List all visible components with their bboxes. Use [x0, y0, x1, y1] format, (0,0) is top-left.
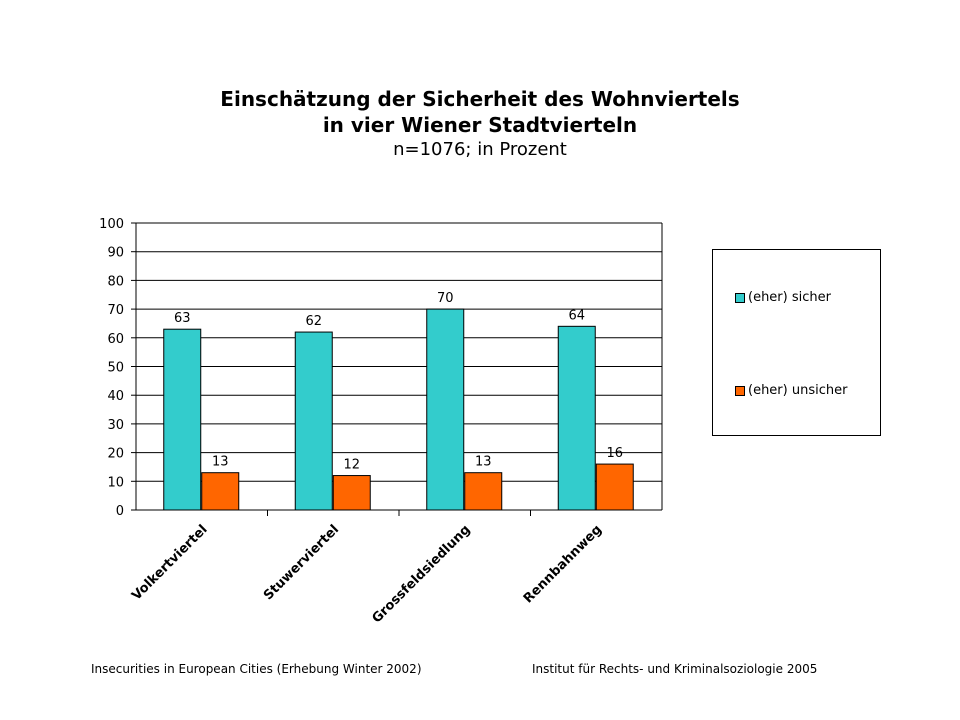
data-label: 62	[305, 314, 322, 329]
legend-label-unsicher: (eher) unsicher	[748, 383, 848, 398]
data-label: 63	[174, 311, 191, 326]
y-tick-label: 10	[107, 475, 124, 490]
bar	[201, 472, 240, 511]
y-tick-label: 40	[107, 389, 124, 404]
bar	[294, 331, 333, 511]
y-tick-label: 90	[107, 246, 124, 261]
chart-title-line2: in vier Wiener Stadtvierteln	[322, 113, 638, 137]
legend-swatch-sicher	[735, 292, 745, 303]
chart-subtitle: n=1076; in Prozent	[393, 139, 567, 160]
data-label: 16	[606, 446, 623, 461]
bar	[595, 463, 634, 511]
category-label: Volkertviertel	[129, 522, 210, 603]
legend-item-sicher: (eher) sicher	[735, 290, 831, 305]
chart-title-line1: Einschätzung der Sicherheit des Wohnvier…	[220, 87, 740, 111]
y-tick-label: 20	[107, 447, 124, 462]
y-tick-label: 100	[99, 217, 124, 232]
y-tick-label: 60	[107, 332, 124, 347]
data-label: 64	[568, 308, 585, 323]
bar	[332, 475, 371, 511]
legend-label-sicher: (eher) sicher	[748, 290, 831, 305]
y-tick-label: 70	[107, 303, 124, 318]
y-tick-label: 50	[107, 361, 124, 376]
data-label: 12	[343, 458, 360, 473]
legend-swatch-unsicher	[735, 385, 745, 396]
chart-title-block: Einschätzung der Sicherheit des Wohnvier…	[0, 86, 960, 162]
y-tick-label: 80	[107, 274, 124, 289]
y-tick-label: 30	[107, 418, 124, 433]
legend-item-unsicher: (eher) unsicher	[735, 383, 847, 398]
bar	[426, 308, 465, 511]
category-label: Grossfeldsiedlung	[369, 522, 473, 626]
footer-institute: Institut für Rechts- und Kriminalsoziolo…	[532, 662, 818, 676]
data-label: 70	[437, 291, 454, 306]
chart-legend: (eher) sicher (eher) unsicher	[712, 249, 881, 436]
bar	[557, 325, 596, 511]
data-label: 13	[475, 455, 492, 470]
bar	[163, 328, 202, 511]
footer-source: Insecurities in European Cities (Erhebun…	[91, 662, 422, 676]
category-label: Rennbahnweg	[521, 522, 605, 606]
bar	[464, 472, 503, 511]
data-label: 13	[212, 455, 229, 470]
y-tick-label: 0	[116, 504, 124, 519]
category-label: Stuwerviertel	[261, 522, 342, 603]
